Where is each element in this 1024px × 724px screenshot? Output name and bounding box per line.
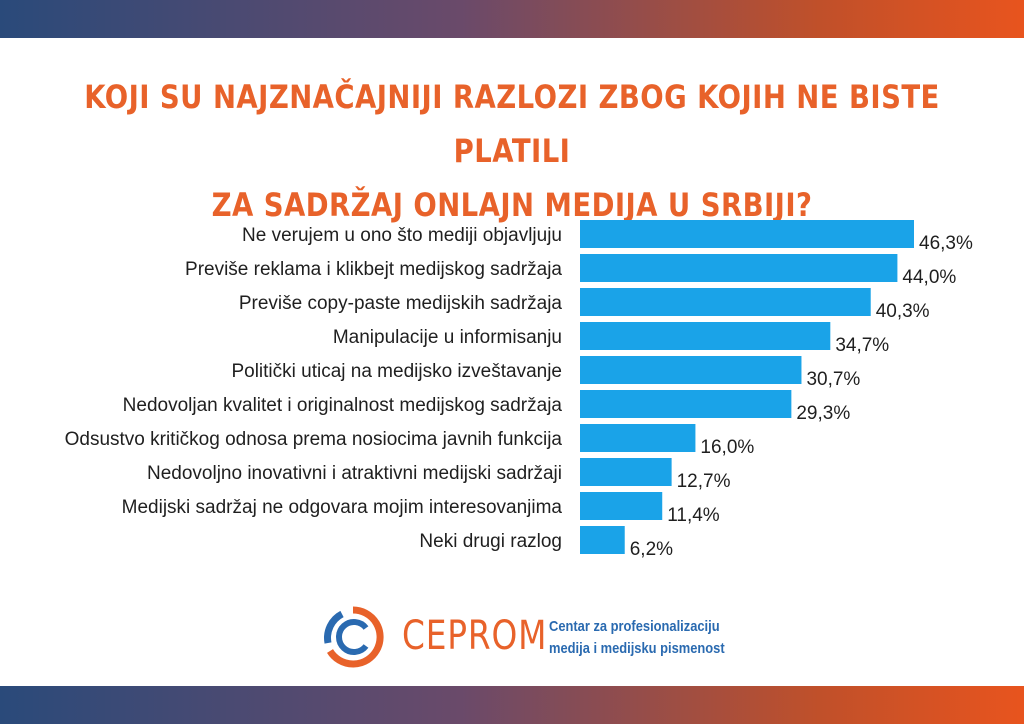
bar [580,390,792,418]
bar [580,526,625,554]
category-label: Nedovoljan kvalitet i originalnost medij… [123,395,563,416]
category-label: Manipulacije u informisanju [333,327,562,348]
category-label: Medijski sadržaj ne odgovara mojim inter… [122,497,563,518]
tagline-line-1: Centar za profesionalizaciju [549,618,720,635]
bar [580,220,914,248]
category-label: Ne verujem u ono što mediji objavljuju [242,225,562,246]
category-label: Politički uticaj na medijsko izveštavanj… [231,361,562,382]
bar [580,424,696,452]
value-label: 29,3% [796,403,850,424]
category-label: Nedovoljno inovativni i atraktivni medij… [147,463,562,484]
bar [580,322,831,350]
chart-title-line-2: ZA SADRŽAJ ONLAJN MEDIJA U SRBIJI? [211,186,813,224]
bar [580,254,898,282]
logo-name: CEPROM [402,613,548,659]
value-label: 34,7% [835,335,889,356]
logo-tagline: Centar za profesionalizaciju medija i me… [549,616,725,660]
chart-title: KOJI SU NAJZNAČAJNIJI RAZLOZI ZBOG KOJIH… [72,70,953,232]
value-label: 40,3% [876,301,930,322]
value-label: 6,2% [630,539,673,560]
bar [580,458,672,486]
bar [580,492,663,520]
value-label: 44,0% [902,267,956,288]
value-label: 30,7% [806,369,860,390]
tagline-line-2: medija i medijsku pismenost [549,640,725,657]
ceprom-logo-icon [324,606,384,668]
value-label: 12,7% [677,471,731,492]
top-gradient-band [0,0,1024,38]
chart-title-line-1: KOJI SU NAJZNAČAJNIJI RAZLOZI ZBOG KOJIH… [84,78,940,170]
bottom-gradient-band [0,686,1024,724]
category-label: Odsustvo kritičkog odnosa prema nosiocim… [65,429,563,450]
value-label: 11,4% [667,505,720,526]
bar [580,356,802,384]
value-label: 16,0% [700,437,754,458]
category-label: Previše reklama i klikbejt medijskog sad… [185,259,562,280]
category-label: Neki drugi razlog [419,531,562,552]
value-label: 46,3% [919,233,973,254]
category-label: Previše copy-paste medijskih sadržaja [239,293,563,314]
bar [580,288,871,316]
